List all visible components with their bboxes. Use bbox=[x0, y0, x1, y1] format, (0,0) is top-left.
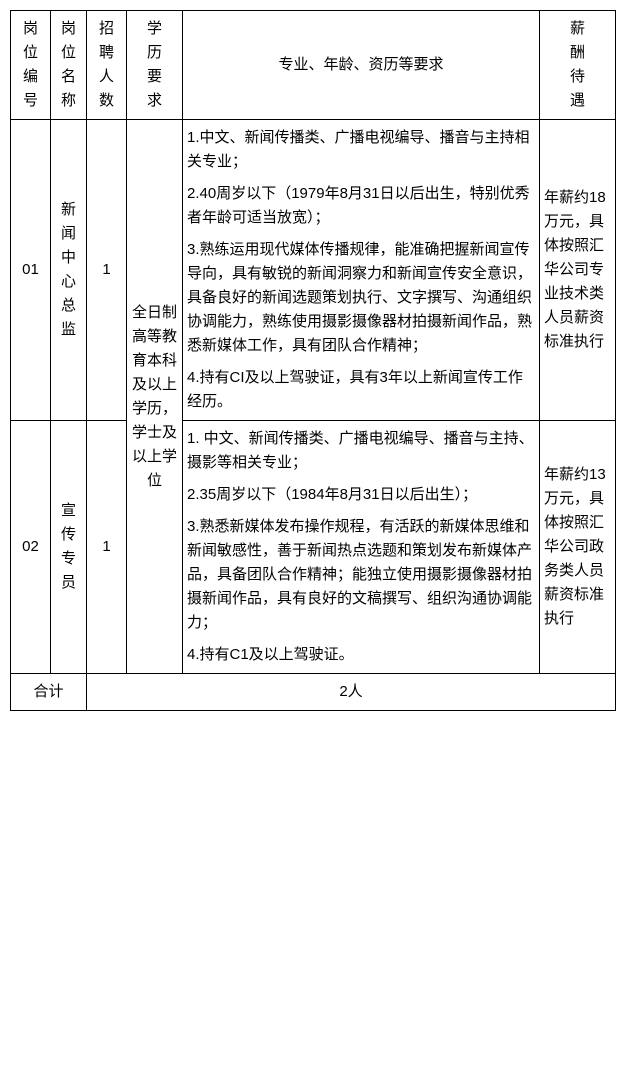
header-pay: 薪酬待遇 bbox=[540, 11, 616, 120]
req-item: 2.40周岁以下（1979年8月31日以后出生，特别优秀者年龄可适当放宽）； bbox=[187, 182, 535, 230]
req-item: 4.持有CI及以上驾驶证，具有3年以上新闻宣传工作经历。 bbox=[187, 366, 535, 414]
total-label: 合计 bbox=[11, 674, 87, 711]
total-value: 2人 bbox=[87, 674, 616, 711]
cell-edu: 全日制高等教育本科及以上学历，学士及以上学位 bbox=[127, 120, 183, 674]
header-count: 招聘人数 bbox=[87, 11, 127, 120]
table-row: 02 宣传专员 1 1. 中文、新闻传播类、广播电视编导、播音与主持、摄影等相关… bbox=[11, 421, 616, 674]
cell-req: 1. 中文、新闻传播类、广播电视编导、播音与主持、摄影等相关专业； 2.35周岁… bbox=[183, 421, 540, 674]
cell-count: 1 bbox=[87, 421, 127, 674]
req-item: 1. 中文、新闻传播类、广播电视编导、播音与主持、摄影等相关专业； bbox=[187, 427, 535, 475]
cell-count: 1 bbox=[87, 120, 127, 421]
req-item: 1.中文、新闻传播类、广播电视编导、播音与主持相关专业； bbox=[187, 126, 535, 174]
req-item: 4.持有C1及以上驾驶证。 bbox=[187, 643, 535, 667]
table-header-row: 岗位编号 岗位名称 招聘人数 学历要求 专业、年龄、资历等要求 薪酬待遇 bbox=[11, 11, 616, 120]
cell-req: 1.中文、新闻传播类、广播电视编导、播音与主持相关专业； 2.40周岁以下（19… bbox=[183, 120, 540, 421]
header-req: 专业、年龄、资历等要求 bbox=[183, 11, 540, 120]
table-row: 01 新闻中心总监 1 全日制高等教育本科及以上学历，学士及以上学位 1.中文、… bbox=[11, 120, 616, 421]
header-no: 岗位编号 bbox=[11, 11, 51, 120]
cell-name: 宣传专员 bbox=[51, 421, 87, 674]
req-item: 3.熟悉新媒体发布操作规程，有活跃的新媒体思维和新闻敏感性，善于新闻热点选题和策… bbox=[187, 515, 535, 635]
cell-pay: 年薪约13万元，具体按照汇华公司政务类人员薪资标准执行 bbox=[540, 421, 616, 674]
cell-name: 新闻中心总监 bbox=[51, 120, 87, 421]
req-item: 3.熟练运用现代媒体传播规律，能准确把握新闻宣传导向，具有敏锐的新闻洞察力和新闻… bbox=[187, 238, 535, 358]
recruitment-table: 岗位编号 岗位名称 招聘人数 学历要求 专业、年龄、资历等要求 薪酬待遇 01 … bbox=[10, 10, 616, 711]
cell-no: 02 bbox=[11, 421, 51, 674]
cell-pay: 年薪约18万元，具体按照汇华公司专业技术类人员薪资标准执行 bbox=[540, 120, 616, 421]
table-total-row: 合计 2人 bbox=[11, 674, 616, 711]
header-name: 岗位名称 bbox=[51, 11, 87, 120]
header-edu: 学历要求 bbox=[127, 11, 183, 120]
req-item: 2.35周岁以下（1984年8月31日以后出生）； bbox=[187, 483, 535, 507]
cell-no: 01 bbox=[11, 120, 51, 421]
